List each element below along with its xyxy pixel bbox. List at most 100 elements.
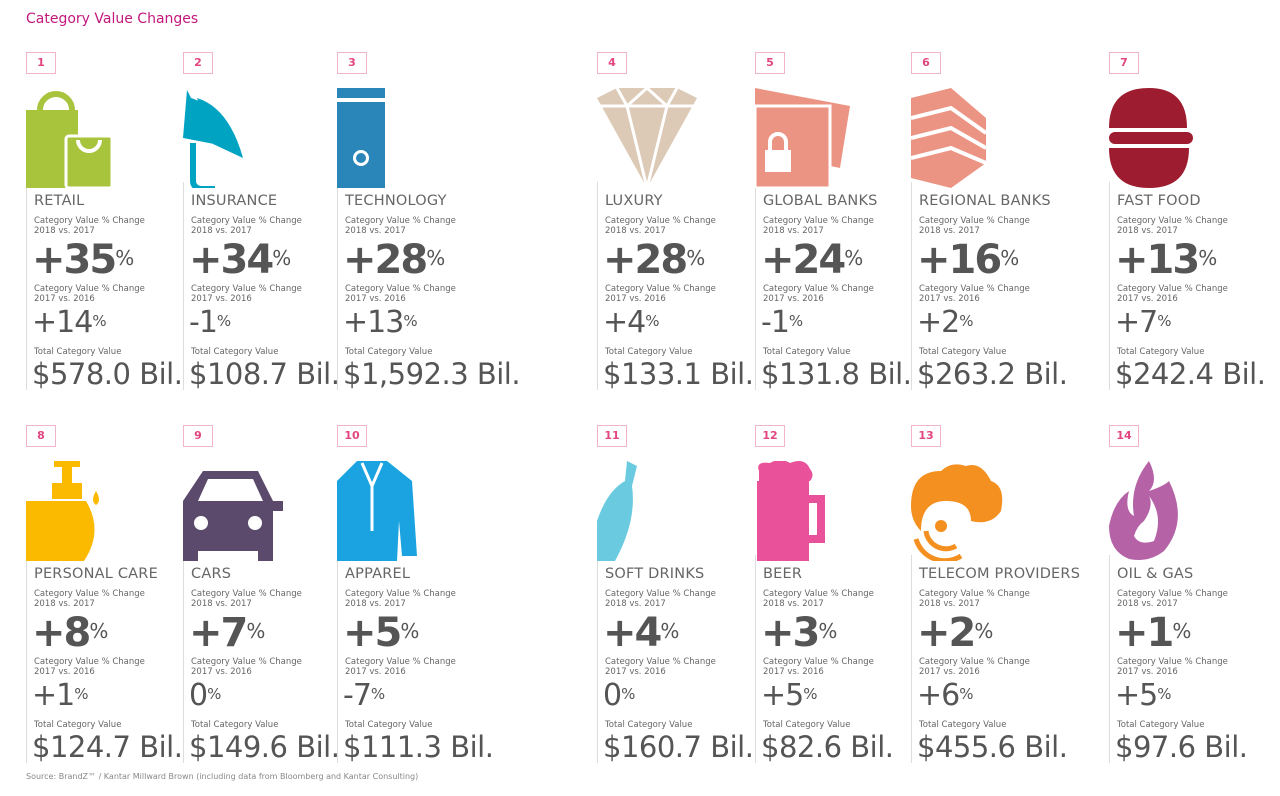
computer-tower-icon [337, 88, 385, 188]
category-card-technology: 3 TECHNOLOGY Category Value % Change 201… [337, 52, 521, 392]
rank-badge: 12 [755, 425, 785, 447]
change-2018-label: Category Value % Change 2018 vs. 2017 [763, 216, 874, 236]
source-note: Source: BrandZ™ / Kantar Millward Brown … [26, 772, 419, 781]
change-2017-value: +14% [32, 305, 107, 340]
change-2017-value: +5% [761, 678, 818, 713]
change-2017-value: +13% [343, 305, 418, 340]
change-2018-value: +8% [32, 610, 108, 656]
category-name: BEER [763, 566, 803, 582]
total-value-label: Total Category Value [191, 347, 279, 357]
category-name: FAST FOOD [1117, 193, 1201, 209]
change-2018-value: +16% [917, 237, 1019, 283]
bottle-icon [597, 461, 637, 561]
change-2018-value: +35% [32, 237, 134, 283]
category-card-cars: 9 CARS Category Value % Change 2018 vs. … [183, 425, 340, 765]
rank-badge: 13 [911, 425, 941, 447]
category-card-apparel: 10 APPAREL Category Value % Change 2018 … [337, 425, 494, 765]
change-2018-label: Category Value % Change 2018 vs. 2017 [605, 216, 716, 236]
change-2017-label: Category Value % Change 2017 vs. 2016 [191, 284, 302, 304]
total-value-label: Total Category Value [345, 347, 433, 357]
category-name: GLOBAL BANKS [763, 193, 878, 209]
change-2017-label: Category Value % Change 2017 vs. 2016 [919, 284, 1030, 304]
category-card-soft-drinks: 11 SOFT DRINKS Category Value % Change 2… [597, 425, 754, 765]
car-icon [183, 471, 283, 561]
change-2017-value: 0% [603, 678, 635, 713]
change-2018-value: +1% [1115, 610, 1191, 656]
change-2018-label: Category Value % Change 2018 vs. 2017 [919, 589, 1030, 609]
category-card-insurance: 2 INSURANCE Category Value % Change 2018… [183, 52, 340, 392]
total-value: $111.3 Bil. [343, 730, 494, 764]
umbrella-icon [183, 90, 243, 188]
soap-dispenser-icon [26, 461, 99, 561]
change-2017-value: +7% [1115, 305, 1172, 340]
category-name: OIL & GAS [1117, 566, 1194, 582]
category-name: CARS [191, 566, 232, 582]
category-card-personal-care: 8 PERSONAL CARE Category Value % Change … [26, 425, 183, 765]
rank-badge: 5 [755, 52, 785, 74]
total-value-label: Total Category Value [763, 347, 851, 357]
change-2017-label: Category Value % Change 2017 vs. 2016 [605, 657, 716, 677]
rank-badge: 14 [1109, 425, 1139, 447]
shirt-icon [337, 461, 417, 561]
page-title: Category Value Changes [26, 11, 199, 27]
total-value-label: Total Category Value [605, 720, 693, 730]
change-2018-value: +5% [343, 610, 419, 656]
change-2018-label: Category Value % Change 2018 vs. 2017 [1117, 589, 1228, 609]
change-2018-value: +7% [189, 610, 265, 656]
change-2017-label: Category Value % Change 2017 vs. 2016 [919, 657, 1030, 677]
total-value-label: Total Category Value [919, 347, 1007, 357]
total-value: $82.6 Bil. [761, 730, 894, 764]
change-2018-label: Category Value % Change 2018 vs. 2017 [191, 216, 302, 236]
total-value-label: Total Category Value [605, 347, 693, 357]
total-value-label: Total Category Value [763, 720, 851, 730]
total-value: $108.7 Bil. [189, 357, 340, 391]
diamond-icon [597, 88, 697, 188]
category-card-beer: 12 BEER Category Value % Change 2018 vs.… [755, 425, 905, 765]
change-2018-value: +34% [189, 237, 291, 283]
change-2017-label: Category Value % Change 2017 vs. 2016 [345, 284, 456, 304]
total-value: $133.1 Bil. [603, 357, 754, 391]
change-2018-label: Category Value % Change 2018 vs. 2017 [345, 589, 456, 609]
change-2017-value: -1% [761, 305, 803, 340]
change-2018-value: +28% [603, 237, 705, 283]
change-2018-value: +2% [917, 610, 993, 656]
rank-badge: 6 [911, 52, 941, 74]
category-name: TELECOM PROVIDERS [919, 566, 1081, 582]
change-2018-label: Category Value % Change 2018 vs. 2017 [34, 589, 145, 609]
total-value: $160.7 Bil. [603, 730, 754, 764]
rank-badge: 4 [597, 52, 627, 74]
change-2018-value: +13% [1115, 237, 1217, 283]
change-2018-label: Category Value % Change 2018 vs. 2017 [605, 589, 716, 609]
change-2017-label: Category Value % Change 2017 vs. 2016 [345, 657, 456, 677]
total-value: $124.7 Bil. [32, 730, 183, 764]
change-2017-value: +6% [917, 678, 974, 713]
change-2017-label: Category Value % Change 2017 vs. 2016 [34, 657, 145, 677]
category-name: SOFT DRINKS [605, 566, 705, 582]
beer-mug-icon [757, 461, 825, 561]
rank-badge: 2 [183, 52, 213, 74]
total-value: $97.6 Bil. [1115, 730, 1248, 764]
category-name: INSURANCE [191, 193, 278, 209]
change-2017-label: Category Value % Change 2017 vs. 2016 [1117, 657, 1228, 677]
rank-badge: 9 [183, 425, 213, 447]
total-value-label: Total Category Value [1117, 720, 1205, 730]
rank-badge: 3 [337, 52, 367, 74]
category-name: TECHNOLOGY [345, 193, 447, 209]
total-value-label: Total Category Value [34, 347, 122, 357]
total-value: $578.0 Bil. [32, 357, 183, 391]
change-2018-value: +24% [761, 237, 863, 283]
rank-badge: 11 [597, 425, 627, 447]
change-2017-label: Category Value % Change 2017 vs. 2016 [34, 284, 145, 304]
change-2018-label: Category Value % Change 2018 vs. 2017 [1117, 216, 1228, 236]
change-2017-value: -1% [189, 305, 231, 340]
change-2018-value: +28% [343, 237, 445, 283]
change-2018-label: Category Value % Change 2018 vs. 2017 [763, 589, 874, 609]
total-value: $242.4 Bil. [1115, 357, 1266, 391]
category-card-global-banks: 5 GLOBAL BANKS Category Value % Change 2… [755, 52, 912, 392]
change-2017-value: 0% [189, 678, 221, 713]
flame-icon [1109, 461, 1178, 560]
cloud-signal-icon [911, 464, 1003, 561]
category-card-fast-food: 7 FAST FOOD Category Value % Change 2018… [1109, 52, 1266, 392]
change-2017-value: +5% [1115, 678, 1172, 713]
bank-notes-icon [911, 88, 988, 188]
